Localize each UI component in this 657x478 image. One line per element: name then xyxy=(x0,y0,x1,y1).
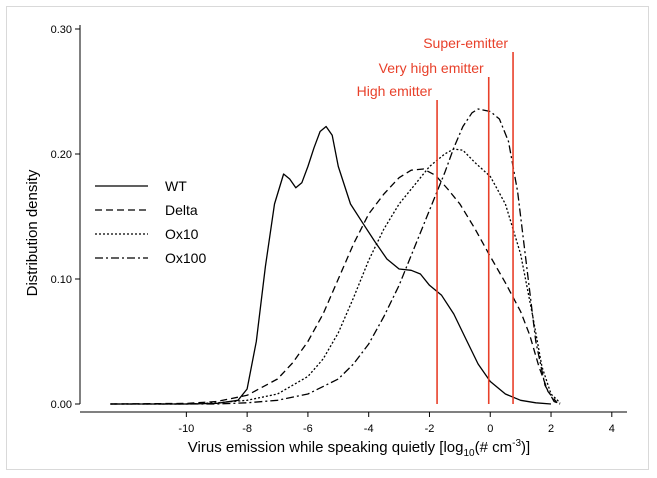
chart-frame xyxy=(6,6,649,470)
legend-label-ox10: Ox10 xyxy=(165,226,199,242)
y-tick-label: 0.20 xyxy=(51,149,72,161)
threshold-annotations: High emitter Very high emitter Super-emitt… xyxy=(357,35,514,404)
threshold-label: High emitter xyxy=(357,83,433,99)
series-line-ox10 xyxy=(110,148,561,405)
x-axis-title-paren: (# cm xyxy=(475,439,513,456)
x-axis-title: Virus emission while speaking quietly [l… xyxy=(188,438,530,459)
threshold-label: Super-emitter xyxy=(423,35,508,51)
x-tick-label: -10 xyxy=(178,423,194,435)
x-tick-label: -6 xyxy=(303,423,313,435)
x-axis-title-sup: -3 xyxy=(512,438,521,449)
legend-label-ox100: Ox100 xyxy=(165,250,206,266)
threshold-label: Very high emitter xyxy=(379,60,484,76)
legend-label-delta: Delta xyxy=(165,202,198,218)
series-lines xyxy=(110,108,561,405)
y-axis-title: Distribution density xyxy=(24,169,41,296)
x-axis-title-main: Virus emission while speaking quietly [l… xyxy=(188,439,464,456)
series-line-wt xyxy=(110,125,552,405)
y-tick-label: 0.30 xyxy=(51,24,72,36)
x-tick-label: 0 xyxy=(487,423,493,435)
y-tick-label: 0.10 xyxy=(51,274,72,286)
y-tick-label: 0.00 xyxy=(51,399,72,411)
x-axis-title-end: )] xyxy=(521,439,530,456)
legend-label-wt: WT xyxy=(165,178,187,194)
x-tick-label: 2 xyxy=(548,423,554,435)
legend: WT Delta Ox10 Ox100 xyxy=(95,178,206,266)
x-axis-title-sub: 10 xyxy=(464,448,476,459)
x-tick-label: -4 xyxy=(364,423,374,435)
series-line-ox100 xyxy=(110,108,561,405)
x-tick-label: -2 xyxy=(425,423,435,435)
x-tick-label: 4 xyxy=(609,423,615,435)
x-tick-label: -8 xyxy=(242,423,252,435)
axes: -10 -8 -6 -4 -2 0 2 4 0.00 0.10 0.20 0.30 xyxy=(51,24,627,435)
